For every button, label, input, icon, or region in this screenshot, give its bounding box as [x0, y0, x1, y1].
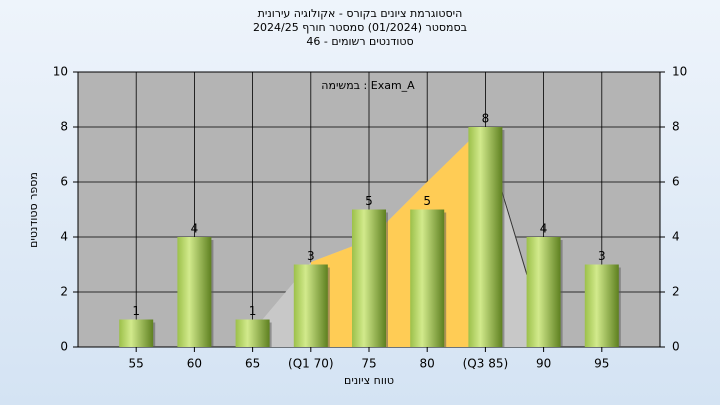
bar	[526, 237, 561, 347]
x-axis-label: טווח ציונים	[344, 374, 394, 387]
x-tick-label: 90	[536, 357, 551, 371]
y2-tick-label: 4	[672, 230, 680, 244]
title-line: היסטוגרמת ציונים בקורס - אקולוגיה עירוני…	[258, 7, 463, 20]
x-tick-label: 55	[129, 357, 144, 371]
y-tick-label: 2	[60, 285, 68, 299]
y-axis-label: מספר סטודנטים	[27, 172, 40, 248]
y2-tick-label: 0	[672, 340, 680, 354]
x-tick-label: 65	[245, 357, 260, 371]
bar	[177, 237, 212, 347]
bar	[352, 209, 386, 347]
bar	[119, 319, 154, 347]
value-label: 3	[307, 249, 315, 263]
x-tick-label: 80	[420, 357, 435, 371]
bar	[293, 264, 328, 347]
y-tick-label: 6	[60, 175, 68, 189]
y-tick-label: 4	[60, 230, 68, 244]
bar	[584, 264, 619, 347]
bar	[468, 127, 503, 347]
value-label: 4	[191, 222, 199, 236]
title-line: סטודנטים רשומים - 46	[306, 35, 413, 48]
y2-tick-label: 6	[672, 175, 680, 189]
value-label: 3	[598, 249, 606, 263]
x-tick-label: (Q3 85)	[463, 357, 509, 371]
range-line	[499, 184, 528, 276]
y2-tick-label: 10	[672, 65, 687, 79]
title-line: בסמסטר (01/2024) סמסטר חורף 2024/25	[253, 21, 467, 34]
y-tick-label: 0	[60, 340, 68, 354]
bar	[410, 209, 445, 347]
value-label: 1	[249, 304, 257, 318]
x-tick-label: 75	[361, 357, 376, 371]
value-label: 4	[540, 222, 548, 236]
y2-tick-label: 8	[672, 120, 680, 134]
bar	[235, 319, 270, 347]
y-tick-label: 8	[60, 120, 68, 134]
value-label: 8	[482, 112, 490, 126]
x-tick-label: (Q1 70)	[288, 357, 334, 371]
value-label: 5	[423, 194, 431, 208]
y2-tick-label: 2	[672, 285, 680, 299]
value-label: 1	[132, 304, 140, 318]
value-label: 5	[365, 194, 373, 208]
y-tick-label: 10	[53, 65, 68, 79]
x-tick-label: 95	[594, 357, 609, 371]
annotation: במשימה : Exam_A	[321, 79, 415, 92]
x-tick-label: 60	[187, 357, 202, 371]
